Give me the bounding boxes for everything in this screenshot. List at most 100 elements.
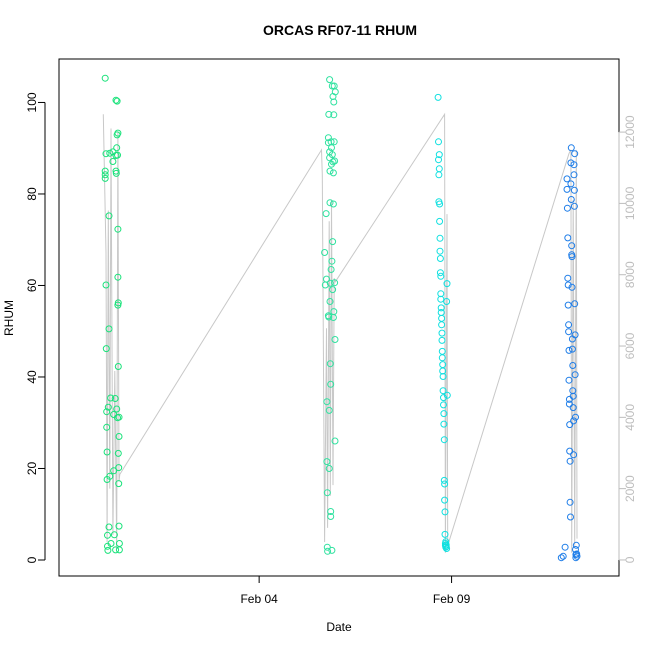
data-point	[112, 546, 120, 554]
data-point	[330, 138, 338, 146]
data-point	[323, 543, 331, 551]
data-point	[329, 200, 337, 208]
data-point	[565, 400, 573, 408]
data-point	[331, 88, 339, 96]
data-point	[559, 552, 567, 560]
data-point	[115, 464, 123, 472]
data-point	[331, 336, 339, 343]
data-point	[440, 410, 448, 418]
data-point	[436, 234, 444, 242]
data-point	[109, 158, 117, 165]
data-point	[110, 467, 118, 475]
y-tick-label: 0	[25, 556, 39, 563]
data-point	[443, 545, 451, 552]
data-point	[443, 280, 451, 288]
data-point	[115, 522, 123, 530]
data-point	[564, 301, 572, 309]
data-point	[331, 437, 339, 445]
data-point	[106, 149, 114, 157]
data-point	[441, 496, 449, 504]
data-point	[327, 266, 335, 273]
data-point	[103, 448, 111, 456]
data-point	[436, 247, 444, 255]
data-point	[567, 513, 574, 521]
data-point	[114, 363, 122, 370]
x-axis-label: Date	[326, 620, 352, 634]
y-tick-label: 100	[25, 92, 39, 112]
data-point	[323, 398, 331, 406]
data-point	[325, 313, 333, 321]
data-point	[568, 345, 576, 353]
data-point	[113, 97, 121, 105]
data-point	[102, 345, 110, 353]
data-point	[569, 392, 577, 400]
data-point	[442, 538, 450, 546]
data-point	[321, 249, 329, 256]
data-point	[324, 547, 332, 555]
data-point	[566, 498, 574, 506]
data-point	[557, 554, 565, 562]
right-tick-label: 6000	[623, 332, 637, 359]
data-point	[434, 93, 442, 101]
data-point	[435, 151, 443, 159]
data-point	[106, 472, 114, 480]
data-point	[329, 169, 337, 177]
data-point	[563, 175, 571, 183]
data-point	[437, 295, 445, 303]
data-point	[110, 531, 118, 539]
data-point	[322, 210, 330, 218]
data-point	[329, 238, 337, 246]
data-point	[441, 530, 449, 538]
data-point	[101, 167, 109, 175]
data-point	[323, 458, 331, 466]
data-point	[102, 281, 110, 289]
right-tick-label: 12000	[623, 115, 637, 149]
data-point	[325, 110, 333, 118]
data-point	[326, 76, 334, 84]
data-point	[114, 151, 121, 159]
data-point	[325, 465, 333, 472]
data-point	[443, 391, 451, 399]
data-point	[570, 186, 578, 194]
data-point	[568, 242, 576, 250]
data-point	[436, 217, 444, 225]
data-point	[569, 362, 577, 369]
data-point	[436, 200, 444, 208]
right-tick-label: 2000	[623, 475, 637, 502]
data-point	[573, 552, 581, 560]
data-point	[439, 373, 447, 380]
data-point	[114, 449, 122, 457]
data-point	[326, 360, 334, 368]
data-point	[104, 531, 111, 539]
y-axis-label: RHUM	[2, 300, 16, 336]
data-point	[565, 376, 573, 384]
data-point	[112, 167, 120, 175]
altitude-line	[102, 112, 578, 553]
data-point	[566, 447, 574, 455]
data-point	[567, 144, 575, 152]
data-point	[440, 420, 448, 428]
data-point	[112, 96, 120, 104]
data-point	[572, 413, 579, 421]
data-point	[115, 413, 123, 421]
data-point	[567, 196, 575, 203]
y-tick-label: 20	[25, 461, 39, 475]
data-point	[325, 406, 333, 414]
y-tick-label: 60	[25, 278, 39, 292]
data-point	[564, 234, 572, 242]
data-point	[113, 405, 121, 413]
data-point	[327, 513, 335, 520]
data-point	[569, 404, 577, 412]
data-point	[440, 394, 447, 402]
data-point	[330, 111, 338, 119]
data-point	[570, 202, 578, 210]
data-point	[443, 298, 451, 305]
axes-layer: 0 20 40 60 80 100 0 2000 4000 6000 8000 10000 12000 F…	[25, 92, 637, 606]
chart-title: ORCAS RF07-11 RHUM	[263, 22, 417, 38]
data-point	[105, 212, 113, 220]
data-point	[563, 204, 571, 212]
data-point	[567, 180, 575, 188]
data-point	[326, 279, 334, 287]
right-tick-label: 4000	[623, 404, 637, 431]
altitude-line-layer	[102, 112, 578, 553]
